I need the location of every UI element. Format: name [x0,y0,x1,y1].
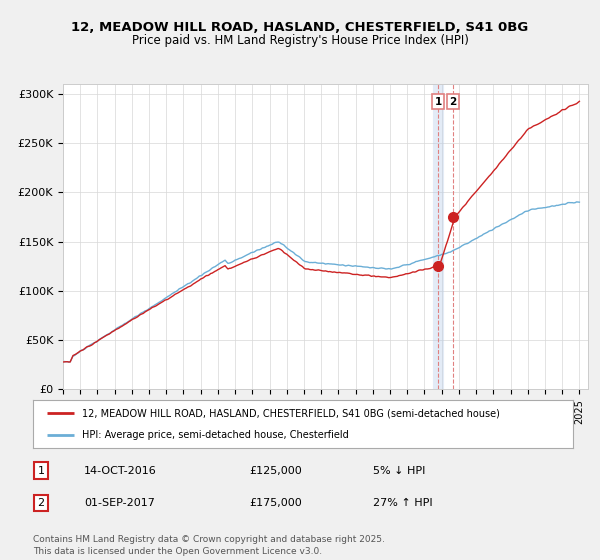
Text: 12, MEADOW HILL ROAD, HASLAND, CHESTERFIELD, S41 0BG (semi-detached house): 12, MEADOW HILL ROAD, HASLAND, CHESTERFI… [82,408,499,418]
Text: Price paid vs. HM Land Registry's House Price Index (HPI): Price paid vs. HM Land Registry's House … [131,34,469,46]
Text: 1: 1 [434,97,442,107]
Text: 1: 1 [38,466,44,476]
Text: £125,000: £125,000 [249,466,302,476]
Text: 14-OCT-2016: 14-OCT-2016 [84,466,157,476]
Text: 12, MEADOW HILL ROAD, HASLAND, CHESTERFIELD, S41 0BG: 12, MEADOW HILL ROAD, HASLAND, CHESTERFI… [71,21,529,34]
Text: HPI: Average price, semi-detached house, Chesterfield: HPI: Average price, semi-detached house,… [82,430,349,440]
Text: 5% ↓ HPI: 5% ↓ HPI [373,466,425,476]
Text: £175,000: £175,000 [249,498,302,508]
Text: 2: 2 [38,498,44,508]
Text: 2: 2 [449,97,457,107]
Text: 27% ↑ HPI: 27% ↑ HPI [373,498,433,508]
Text: Contains HM Land Registry data © Crown copyright and database right 2025.
This d: Contains HM Land Registry data © Crown c… [33,535,385,556]
Text: 01-SEP-2017: 01-SEP-2017 [84,498,155,508]
